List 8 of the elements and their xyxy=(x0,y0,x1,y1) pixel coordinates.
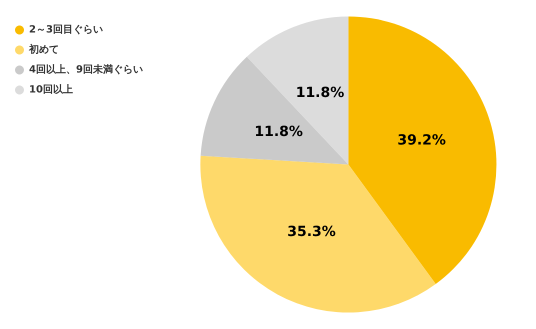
legend-label: 10回以上 xyxy=(29,84,73,96)
data-label: 35.3% xyxy=(287,224,336,240)
legend-label: 2～3回目ぐらい xyxy=(29,24,103,36)
legend-label: 初めて xyxy=(28,44,59,56)
data-label: 11.8% xyxy=(296,84,344,101)
legend-label: 4回以上、9回未満ぐらい xyxy=(29,64,143,76)
data-label: 11.8% xyxy=(254,124,303,140)
data-label: 39.2% xyxy=(397,132,446,149)
